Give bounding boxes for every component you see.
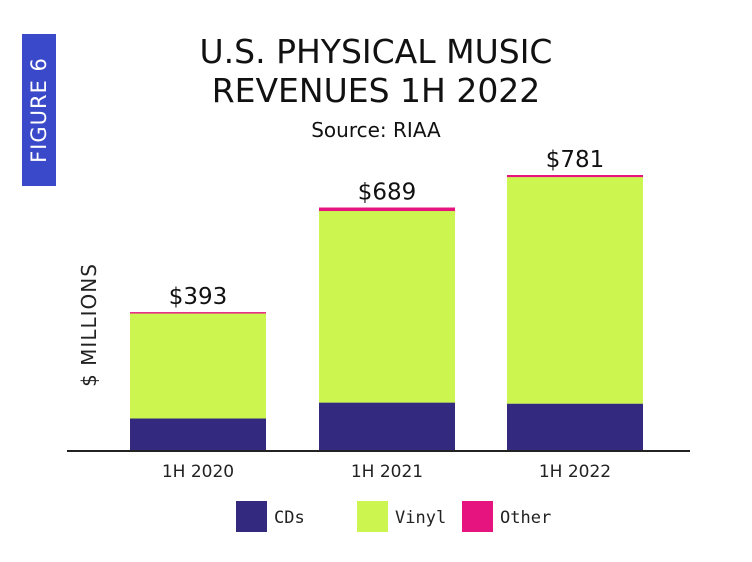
chart-title-line-2: REVENUES 1H 2022: [211, 71, 541, 110]
bar-segment-cds-1: [319, 402, 455, 451]
figure-label-tag: FIGURE 6: [22, 34, 56, 186]
legend-label-vinyl: Vinyl: [395, 508, 446, 528]
bar-segment-other-2: [507, 175, 643, 178]
bar-total-label: $781: [546, 147, 605, 173]
bar-segment-cds-2: [507, 403, 643, 451]
legend-swatch-other: [462, 501, 493, 532]
bars-layer: $393 $689 $781: [130, 147, 643, 451]
bar-segment-cds-0: [130, 418, 266, 451]
y-axis-label: $ MILLIONS: [77, 263, 101, 387]
x-tick-label: 1H 2020: [162, 462, 234, 482]
x-tick-labels: 1H 2020 1H 2021 1H 2022: [162, 462, 611, 482]
bar-total-label: $393: [169, 284, 228, 310]
bar-segment-other-1: [319, 207, 455, 212]
x-tick-label: 1H 2021: [351, 462, 423, 482]
x-tick-label: 1H 2022: [539, 462, 611, 482]
bar-segment-vinyl-0: [130, 313, 266, 419]
legend: CDs Vinyl Other: [236, 501, 551, 532]
legend-swatch-vinyl: [357, 501, 388, 532]
legend-swatch-cds: [236, 501, 267, 532]
bar-total-label: $689: [358, 180, 417, 206]
bar-segment-other-0: [130, 312, 266, 314]
bar-segment-vinyl-1: [319, 211, 455, 403]
legend-label-other: Other: [500, 508, 551, 528]
legend-label-cds: CDs: [274, 508, 305, 528]
chart-title-line-1: U.S. PHYSICAL MUSIC: [199, 32, 553, 71]
chart-subtitle: Source: RIAA: [311, 118, 441, 142]
bar-segment-vinyl-2: [507, 177, 643, 404]
